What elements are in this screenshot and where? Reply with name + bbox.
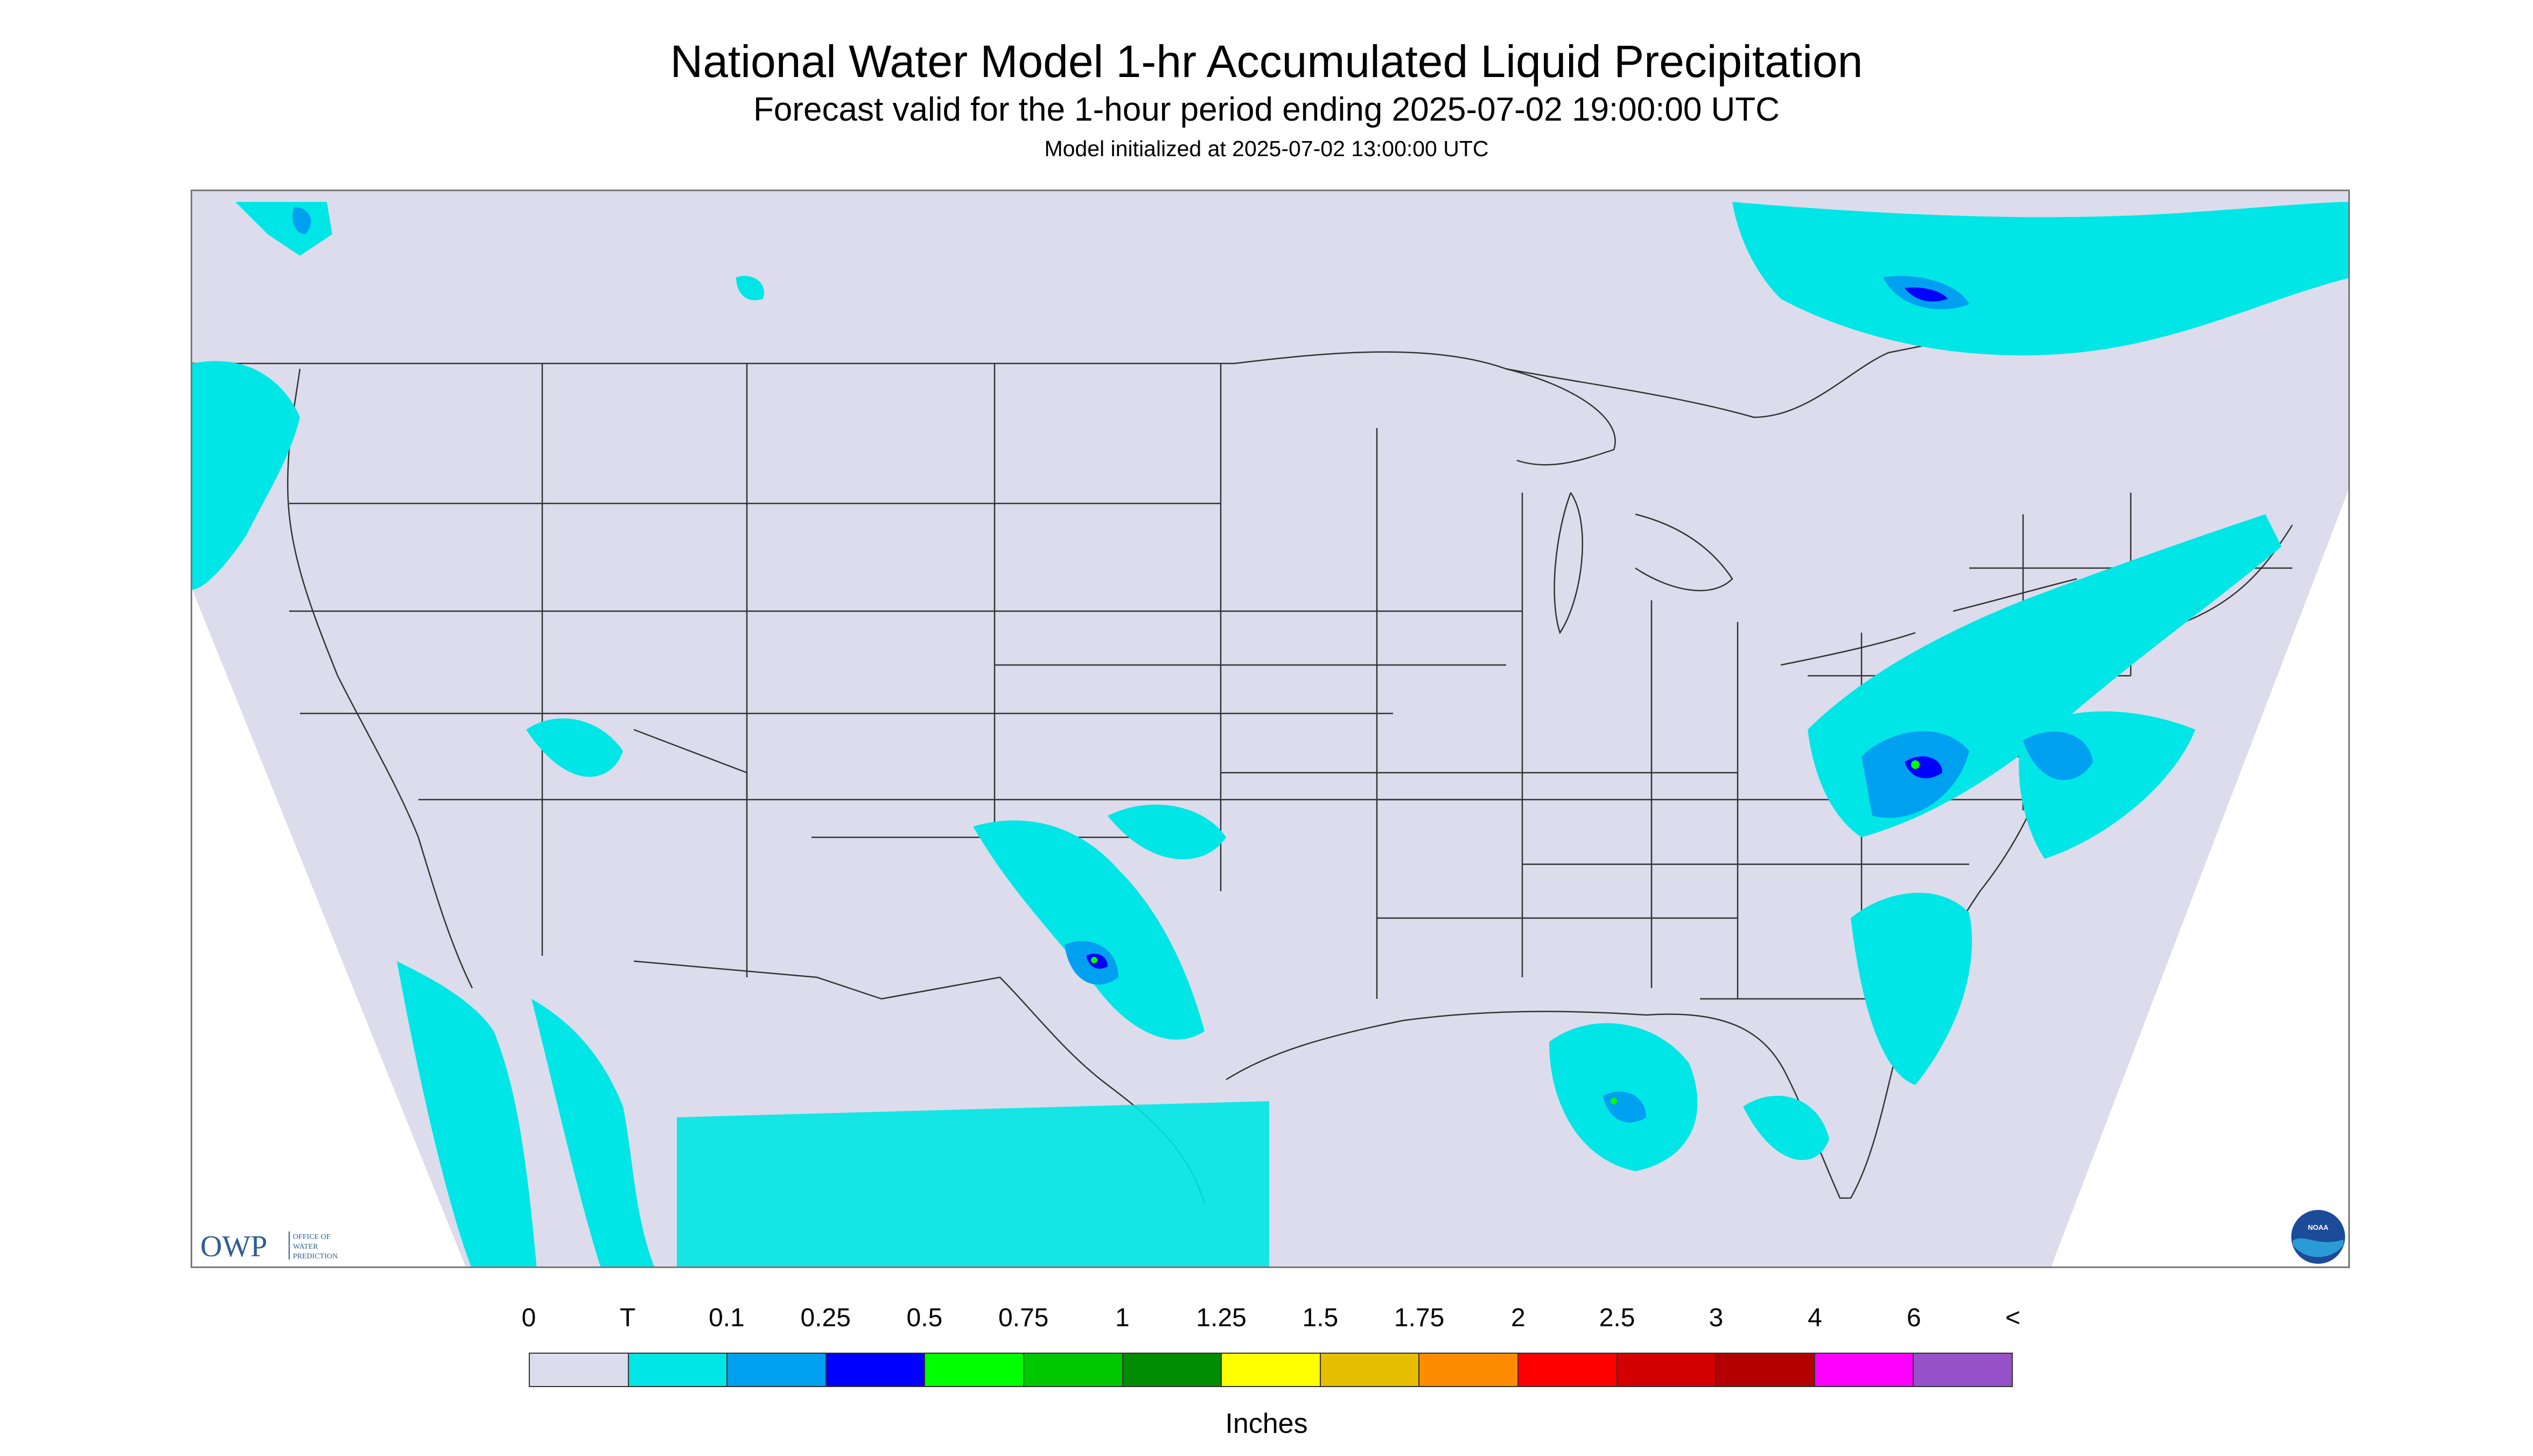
map-subtitle: Forecast valid for the 1-hour period end… xyxy=(753,91,1780,128)
owp-logo-subtext-1: OFFICE OF xyxy=(293,1233,331,1241)
legend-label: 1.75 xyxy=(1394,1304,1445,1332)
legend-units: Inches xyxy=(1225,1408,1308,1439)
legend-swatch xyxy=(1716,1354,1815,1386)
legend-swatch xyxy=(1222,1354,1321,1386)
legend-swatch xyxy=(1914,1354,2012,1386)
legend-swatch xyxy=(628,1354,728,1386)
legend-swatch xyxy=(1617,1354,1717,1386)
legend-swatch xyxy=(925,1354,1024,1386)
map-canvas xyxy=(192,191,2348,1266)
legend-label: 2.5 xyxy=(1599,1304,1635,1332)
legend-swatch xyxy=(1024,1354,1123,1386)
legend-label: 3 xyxy=(1709,1304,1724,1332)
legend-label: 1.25 xyxy=(1196,1304,1247,1332)
noaa-logo: NOAA xyxy=(2289,1208,2347,1266)
owp-logo-text: OWP xyxy=(200,1230,267,1263)
legend-label: T xyxy=(620,1304,636,1332)
legend-swatch xyxy=(530,1354,629,1386)
legend-label: 0 xyxy=(521,1304,536,1332)
legend-color-bar xyxy=(529,1353,2013,1387)
legend-label: 0.25 xyxy=(800,1304,851,1332)
legend-label: 0.1 xyxy=(709,1304,745,1332)
precipitation-map xyxy=(191,190,2350,1268)
legend-swatch xyxy=(1518,1354,1618,1386)
legend-swatch xyxy=(727,1354,827,1386)
map-title: National Water Model 1-hr Accumulated Li… xyxy=(670,36,1863,87)
legend-label: 1.5 xyxy=(1302,1304,1339,1332)
legend-swatch xyxy=(1320,1354,1420,1386)
legend-label: 2 xyxy=(1510,1304,1526,1332)
legend-label: 6 xyxy=(1906,1304,1921,1332)
legend-label: 4 xyxy=(1808,1304,1822,1332)
legend-swatch xyxy=(1419,1354,1519,1386)
owp-logo: OWP OFFICE OF WATER PREDICTION xyxy=(200,1230,338,1263)
precip-trace xyxy=(192,202,2348,1266)
model-init-time: Model initialized at 2025-07-02 13:00:00… xyxy=(1044,136,1489,161)
model-domain xyxy=(192,191,2348,1266)
legend-label: < xyxy=(2005,1304,2021,1332)
noaa-logo-text: NOAA xyxy=(2308,1223,2329,1231)
legend-label: 1 xyxy=(1115,1304,1130,1332)
legend-swatch xyxy=(1815,1354,1914,1386)
legend-swatch xyxy=(1123,1354,1222,1386)
legend-label: 0.5 xyxy=(906,1304,943,1332)
owp-logo-subtext-2: WATER xyxy=(293,1243,318,1251)
legend-label: 0.75 xyxy=(998,1304,1049,1332)
precip-heavy xyxy=(1091,760,1920,1104)
legend-labels: 0 T 0.1 0.25 0.5 0.75 1 1.25 1.5 1.75 2 2.5 3 4 6 < xyxy=(0,1303,2533,1341)
owp-logo-subtext-3: PREDICTION xyxy=(293,1252,338,1261)
legend-swatch xyxy=(826,1354,926,1386)
